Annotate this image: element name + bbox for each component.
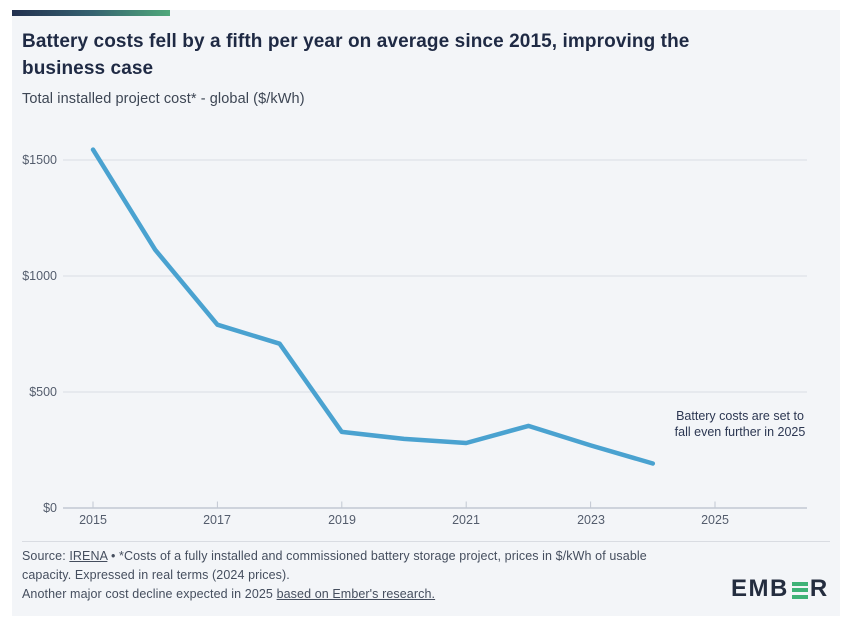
note-line: Another major cost decline expected in 2… — [22, 585, 682, 604]
irena-source-link[interactable]: IRENA — [69, 549, 108, 563]
chart-title-line1: Battery costs fell by a fifth per year o… — [22, 31, 690, 52]
chart-annotation: Battery costs are set to fall even furthe… — [662, 409, 818, 440]
source-note: Source: IRENA • *Costs of a fully instal… — [22, 547, 682, 604]
x-axis-tick-2021: 2021 — [452, 513, 480, 527]
x-axis-tick-2015: 2015 — [79, 513, 107, 527]
y-axis-tick-1000: $1000 — [22, 269, 57, 283]
source-rest: • *Costs of a fully installed and commis… — [22, 549, 647, 582]
battery-cost-line-chart — [63, 147, 807, 509]
chart-title-line2: business case — [22, 58, 154, 79]
logo-text-emb: EMB — [731, 575, 789, 602]
ember-logo: EMB R — [731, 575, 829, 603]
annotation-line1: Battery costs are set to — [676, 409, 804, 423]
logo-text-r: R — [809, 575, 829, 602]
y-axis-tick-500: $500 — [29, 385, 57, 399]
brand-gradient-bar — [12, 10, 170, 16]
annotation-line2: fall even further in 2025 — [674, 424, 806, 439]
x-axis-tick-2025: 2025 — [701, 513, 729, 527]
x-axis-tick-2019: 2019 — [328, 513, 356, 527]
chart-subtitle: Total installed project cost* - global (… — [22, 91, 305, 107]
y-axis-tick-0: $0 — [43, 501, 57, 515]
chart-card: Battery costs fell by a fifth per year o… — [12, 10, 840, 616]
note-prefix: Another major cost decline expected in 2… — [22, 587, 277, 601]
x-axis-tick-2017: 2017 — [203, 513, 231, 527]
source-prefix: Source: — [22, 549, 70, 563]
cost-data-line — [90, 147, 656, 466]
logo-e-bars-icon — [791, 581, 808, 599]
ember-research-link[interactable]: based on Ember's research. — [276, 587, 436, 601]
footer-divider — [22, 541, 830, 542]
x-axis-tick-2023: 2023 — [577, 513, 605, 527]
chart-title: Battery costs fell by a fifth per year o… — [22, 28, 689, 82]
source-line: Source: IRENA • *Costs of a fully instal… — [22, 547, 682, 585]
y-axis-tick-1500: $1500 — [22, 153, 57, 167]
